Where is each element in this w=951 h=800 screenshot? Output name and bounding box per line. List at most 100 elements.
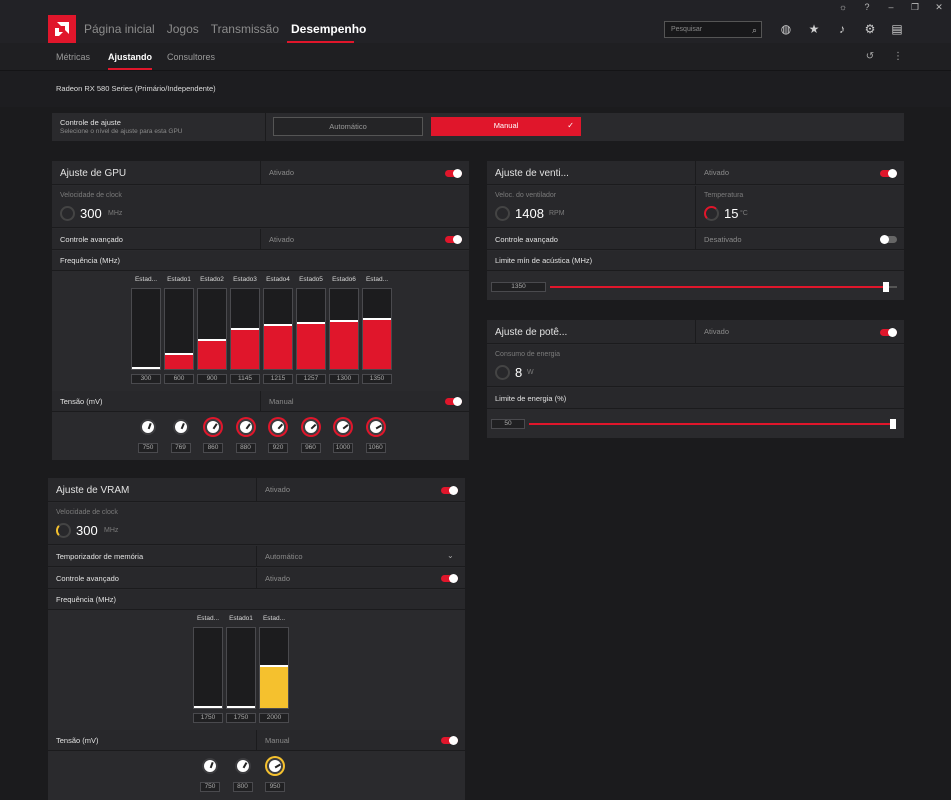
search-input[interactable]: Pesquisar ⌕ <box>664 21 762 38</box>
frequency-value[interactable]: 1257 <box>296 374 326 384</box>
acoustic-limit-value[interactable]: 1350 <box>491 282 546 292</box>
power-tuning-toggle[interactable] <box>880 328 897 337</box>
frequency-bar-fill[interactable] <box>165 353 193 369</box>
power-limit-value[interactable]: 50 <box>491 419 525 429</box>
acoustic-limit-track[interactable] <box>550 286 883 288</box>
frequency-bar[interactable] <box>131 288 161 370</box>
voltage-value[interactable]: 1060 <box>365 443 386 453</box>
voltage-knob[interactable] <box>140 419 156 435</box>
frequency-bar-fill[interactable] <box>194 706 222 708</box>
user-profile-icon[interactable]: ▤ <box>891 22 903 36</box>
voltage-value[interactable]: 750 <box>200 782 220 792</box>
frequency-value[interactable]: 1750 <box>226 713 256 723</box>
search-icon[interactable]: ⌕ <box>751 25 757 35</box>
gpu-name[interactable]: Radeon RX 580 Series (Primário/Independe… <box>56 84 216 93</box>
fan-tuning-toggle[interactable] <box>880 169 897 178</box>
nav-performance[interactable]: Desempenho <box>291 22 367 36</box>
frequency-bar[interactable] <box>230 288 260 370</box>
nav-games[interactable]: Jogos <box>166 22 199 36</box>
frequency-value[interactable]: 300 <box>131 374 161 384</box>
voltage-value[interactable]: 769 <box>170 443 191 453</box>
settings-gear-icon[interactable]: ⚙ <box>864 22 876 36</box>
frequency-bar-fill[interactable] <box>297 322 325 369</box>
chevron-down-icon[interactable]: ⌄ <box>447 551 454 560</box>
globe-icon[interactable]: ◍ <box>780 22 792 36</box>
frequency-bar-fill[interactable] <box>260 665 288 708</box>
frequency-value[interactable]: 1215 <box>263 374 293 384</box>
frequency-bar[interactable] <box>193 627 223 709</box>
frequency-value[interactable]: 1300 <box>329 374 359 384</box>
voltage-knob[interactable] <box>367 419 384 435</box>
restore-icon[interactable]: ❐ <box>910 2 920 12</box>
frequency-bar[interactable] <box>197 288 227 370</box>
bug-report-icon[interactable]: ☼ <box>838 2 848 12</box>
voltage-value[interactable]: 950 <box>265 782 285 792</box>
frequency-bar[interactable] <box>362 288 392 370</box>
frequency-bar-fill[interactable] <box>330 320 358 369</box>
frequency-value[interactable]: 2000 <box>259 713 289 723</box>
help-icon[interactable]: ? <box>864 2 870 12</box>
voltage-knob[interactable] <box>202 758 218 774</box>
amd-logo[interactable] <box>48 15 76 43</box>
tab-tuning[interactable]: Ajustando <box>108 52 152 62</box>
favorites-star-icon[interactable]: ★ <box>808 22 820 36</box>
nav-streaming[interactable]: Transmissão <box>210 22 279 36</box>
frequency-value[interactable]: 1350 <box>362 374 392 384</box>
frequency-bar[interactable] <box>263 288 293 370</box>
frequency-bar[interactable] <box>259 627 289 709</box>
vram-advanced-toggle[interactable] <box>441 574 458 583</box>
voltage-value[interactable]: 860 <box>203 443 223 453</box>
memory-timing-row[interactable]: Temporizador de memória Automático ⌄ <box>48 546 465 567</box>
gpu-advanced-toggle[interactable] <box>445 235 462 244</box>
tab-advisors[interactable]: Consultores <box>167 52 216 62</box>
voltage-value[interactable]: 920 <box>268 443 288 453</box>
notifications-bell-icon[interactable]: ♪ <box>839 22 845 36</box>
power-limit-track[interactable] <box>529 423 890 425</box>
voltage-knob[interactable] <box>270 419 286 435</box>
tab-metrics[interactable]: Métricas <box>56 52 91 62</box>
voltage-knob[interactable] <box>302 419 319 435</box>
voltage-knob[interactable] <box>335 419 351 435</box>
acoustic-limit-handle[interactable] <box>883 282 889 292</box>
voltage-value[interactable]: 1000 <box>333 443 353 453</box>
voltage-knob[interactable] <box>234 758 251 774</box>
voltage-value[interactable]: 800 <box>232 782 253 792</box>
fan-advanced-toggle[interactable] <box>880 235 897 244</box>
voltage-knob[interactable] <box>237 419 254 435</box>
more-options-icon[interactable]: ⋮ <box>893 51 903 62</box>
frequency-bar[interactable] <box>164 288 194 370</box>
gpu-clock-value: 300 <box>80 206 102 221</box>
frequency-value[interactable]: 600 <box>164 374 194 384</box>
frequency-bar-fill[interactable] <box>363 318 391 369</box>
voltage-knob[interactable] <box>172 419 189 435</box>
nav-home[interactable]: Página inicial <box>84 22 155 36</box>
frequency-bar-fill[interactable] <box>227 706 255 708</box>
voltage-value[interactable]: 750 <box>138 443 158 453</box>
vram-tuning-toggle[interactable] <box>441 486 458 495</box>
automatic-mode-button[interactable]: Automático <box>273 117 423 136</box>
minimize-icon[interactable]: – <box>888 2 894 12</box>
power-limit-handle[interactable] <box>890 419 896 429</box>
vram-tuning-panel: Ajuste de VRAM Ativado Velocidade de clo… <box>48 478 465 800</box>
gpu-tuning-toggle[interactable] <box>445 169 462 178</box>
frequency-value[interactable]: 1145 <box>230 374 260 384</box>
frequency-bar-fill[interactable] <box>132 367 160 369</box>
frequency-value[interactable]: 900 <box>197 374 227 384</box>
voltage-value[interactable]: 880 <box>235 443 256 453</box>
manual-mode-button[interactable]: Manual ✓ <box>431 117 581 136</box>
voltage-knob[interactable] <box>267 758 283 774</box>
voltage-knob[interactable] <box>205 419 221 435</box>
memory-timing-value[interactable]: Automático <box>265 552 303 561</box>
vram-voltage-toggle[interactable] <box>441 736 458 745</box>
close-icon[interactable]: ✕ <box>935 2 943 12</box>
frequency-value[interactable]: 1750 <box>193 713 223 723</box>
frequency-bar-fill[interactable] <box>231 328 259 369</box>
voltage-value[interactable]: 960 <box>300 443 321 453</box>
reset-icon[interactable]: ↺ <box>865 51 875 62</box>
frequency-bar-fill[interactable] <box>264 324 292 369</box>
frequency-bar[interactable] <box>329 288 359 370</box>
gpu-voltage-toggle[interactable] <box>445 397 462 406</box>
frequency-bar-fill[interactable] <box>198 339 226 369</box>
frequency-bar[interactable] <box>226 627 256 709</box>
frequency-bar[interactable] <box>296 288 326 370</box>
